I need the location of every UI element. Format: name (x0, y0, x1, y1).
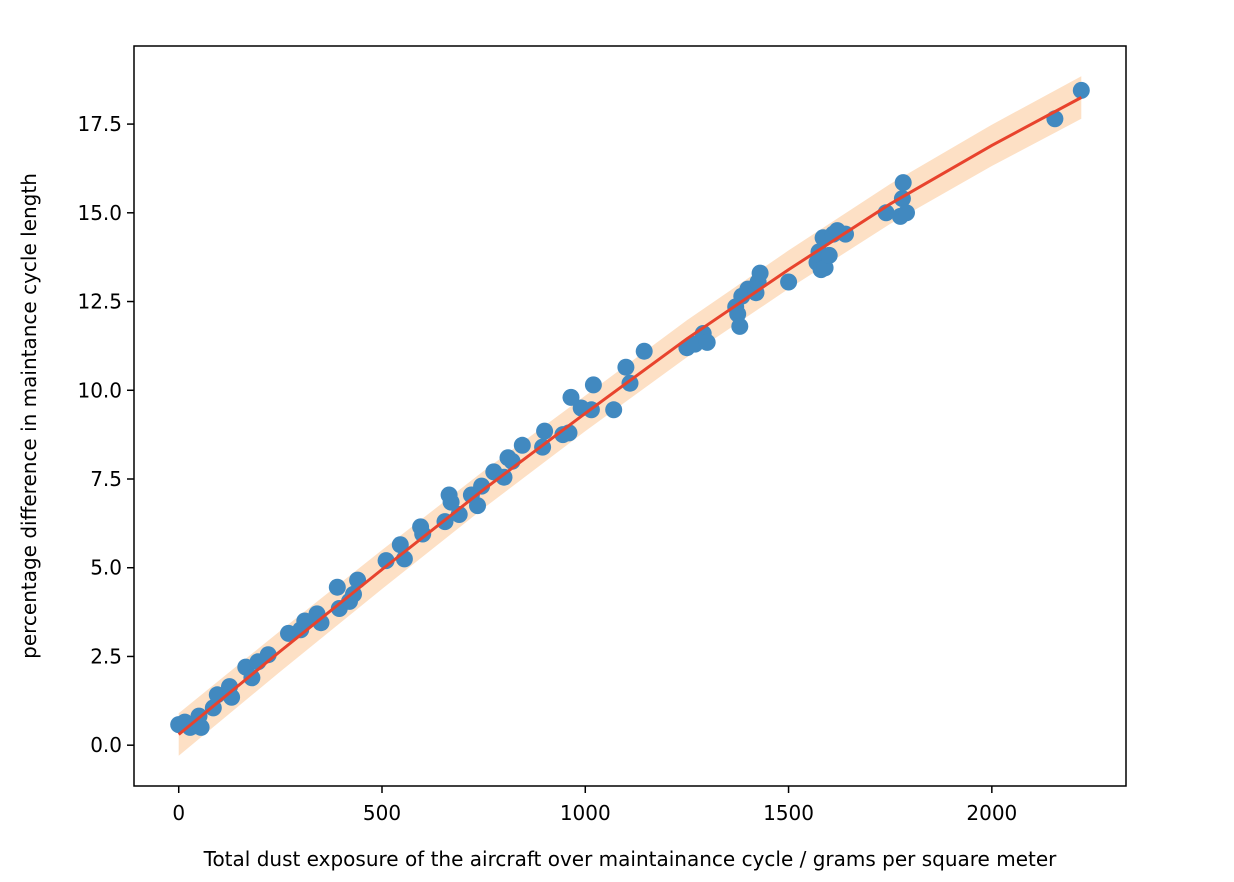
y-tick-label-5: 12.5 (77, 290, 122, 314)
plot-frame (133, 45, 1127, 787)
data-point-34 (469, 497, 486, 515)
data-point-56 (698, 333, 716, 351)
data-point-78 (894, 174, 912, 192)
y-tick-label-7: 17.5 (77, 112, 122, 136)
data-point-5 (192, 718, 210, 736)
data-point-50 (617, 358, 635, 376)
data-point-31 (442, 493, 460, 511)
data-point-42 (536, 422, 554, 440)
y-tick-label-4: 10.0 (77, 378, 122, 402)
y-tick-label-6: 15.0 (77, 201, 122, 225)
fit-line (177, 96, 1083, 736)
x-axis-title: Total dust exposure of the aircraft over… (203, 847, 1058, 871)
data-point-52 (635, 342, 653, 360)
data-point-35 (473, 477, 491, 495)
y-tick-label-0: 0.0 (90, 733, 122, 757)
data-point-79 (898, 204, 915, 222)
data-point-18 (312, 614, 330, 632)
x-tick-label-4: 2000 (966, 801, 1017, 825)
data-point-25 (391, 536, 409, 554)
y-tick-label-1: 2.5 (90, 644, 122, 668)
data-point-81 (1072, 81, 1090, 99)
data-point-45 (562, 388, 580, 406)
data-point-49 (605, 401, 623, 419)
data-point-11 (243, 669, 261, 687)
x-axis: 0 500 1000 1500 2000 (172, 786, 1017, 825)
data-point-71 (820, 246, 838, 264)
x-tick-label-3: 1500 (763, 801, 814, 825)
x-tick-label-1: 500 (363, 801, 401, 825)
data-point-28 (414, 525, 432, 543)
y-tick-label-2: 5.0 (90, 556, 122, 580)
data-point-59 (731, 317, 749, 335)
y-axis: 0.0 2.5 5.0 7.5 10.0 12.5 15.0 17.5 (77, 112, 134, 757)
y-tick-label-3: 7.5 (90, 467, 122, 491)
x-tick-label-0: 0 (172, 801, 185, 825)
data-point-19 (328, 578, 346, 596)
fit-line-layer (177, 96, 1083, 736)
x-tick-label-2: 1000 (560, 801, 611, 825)
data-point-24 (377, 552, 395, 570)
data-point-48 (584, 376, 602, 394)
data-point-40 (513, 436, 531, 454)
data-point-64 (751, 264, 769, 282)
data-point-65 (780, 273, 798, 291)
y-axis-title: percentage difference in maintance cycle… (17, 173, 41, 659)
